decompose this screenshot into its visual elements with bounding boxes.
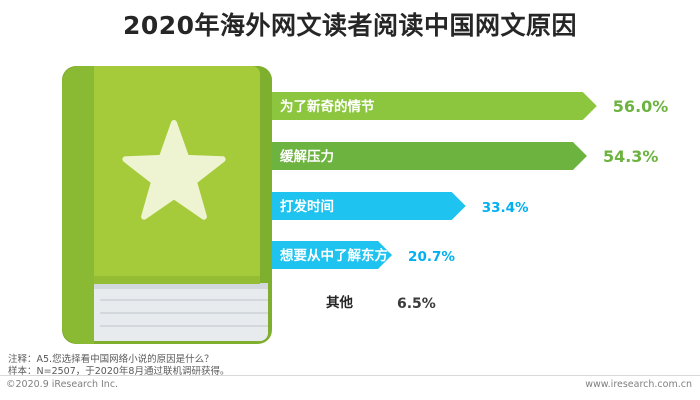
- category-label-3: 打发时间: [280, 198, 334, 215]
- bar-3: [272, 192, 466, 220]
- value-label-5: 6.5%: [397, 296, 436, 312]
- page-title: 2020年海外网文读者阅读中国网文原因: [122, 11, 578, 40]
- footer-copyright: ©2020.9 iResearch Inc.: [6, 379, 119, 390]
- bar-2: [272, 142, 587, 170]
- category-label-1: 为了新奇的情节: [280, 98, 375, 115]
- note-question: 注释：A5.您选择看中国网络小说的原因是什么？: [8, 354, 214, 365]
- bar-1: [272, 92, 597, 120]
- note-sample: 样本：N=2507，于2020年8月通过联机调研获得。: [8, 366, 230, 377]
- category-label-4: 想要从中了解东方文化: [279, 247, 415, 264]
- category-label-2: 缓解压力: [280, 148, 334, 165]
- star-icon: [122, 120, 226, 220]
- footer-website: www.iresearch.com.cn: [585, 379, 692, 390]
- footer-divider: [0, 375, 700, 376]
- category-label-5: 其他: [326, 294, 353, 311]
- value-label-4: 20.7%: [408, 249, 455, 265]
- value-label-3: 33.4%: [482, 200, 529, 216]
- value-label-1: 56.0%: [613, 97, 669, 116]
- bar-4: [272, 241, 393, 269]
- value-label-2: 54.3%: [603, 147, 659, 166]
